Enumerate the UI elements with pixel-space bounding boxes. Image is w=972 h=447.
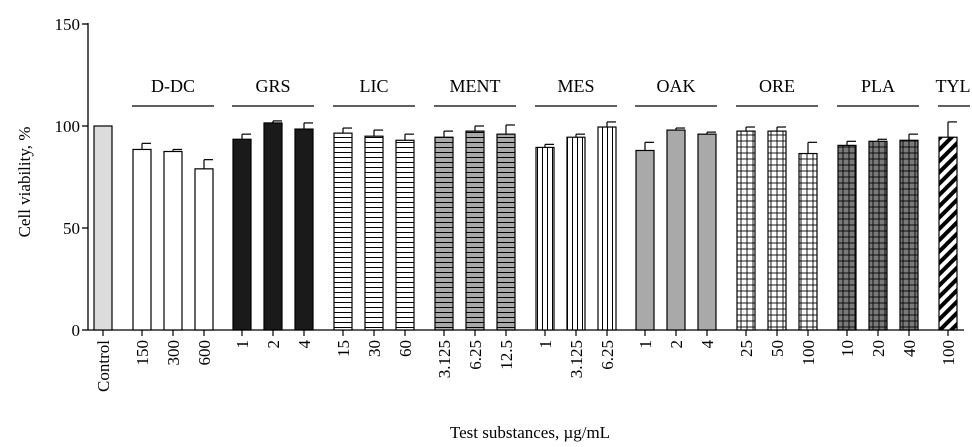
x-tick-label: 600 — [195, 340, 214, 366]
y-tick-label: 150 — [55, 15, 81, 34]
x-tick-label: 6.25 — [466, 340, 485, 370]
group-labels: D-DC GRS LIC MENT MES OAK ORE PLA TYL — [132, 76, 971, 107]
bar — [597, 126, 617, 331]
x-tick-label: 12.5 — [497, 340, 516, 370]
x-tick-label: 10 — [838, 340, 857, 357]
x-tick-label: 4 — [698, 340, 717, 349]
bar — [496, 133, 516, 331]
bar — [333, 132, 353, 331]
bar — [364, 135, 384, 331]
bar — [938, 136, 958, 331]
group-label: TYL — [936, 76, 971, 96]
bar — [798, 152, 818, 331]
bar — [263, 122, 283, 331]
x-tick-label: 1 — [636, 340, 655, 349]
x-tick-label: 150 — [133, 340, 152, 366]
group-label: LIC — [360, 76, 389, 96]
bar — [666, 129, 686, 331]
bars — [93, 120, 958, 331]
y-axis-label: Cell viability, % — [15, 127, 34, 238]
group-label: MES — [557, 76, 594, 96]
x-tick-label: 50 — [768, 340, 787, 357]
y-tick-label: 50 — [63, 219, 80, 238]
x-tick-label: 6.25 — [598, 340, 617, 370]
x-tick-label: 100 — [799, 340, 818, 366]
x-tick-labels: Control 150 300 600 1 2 4 15 30 60 3.125 6.25 12.5 1 3… — [94, 340, 958, 392]
bar — [535, 146, 555, 331]
bar — [232, 138, 252, 331]
x-tick-label: Control — [94, 340, 113, 392]
bar — [194, 168, 214, 331]
x-tick-label: 1 — [536, 340, 555, 349]
bar — [294, 128, 314, 331]
group-label: PLA — [861, 76, 895, 96]
x-axis-label: Test substances, µg/mL — [450, 423, 610, 442]
bar — [736, 130, 756, 331]
group-label: MENT — [450, 76, 501, 96]
x-tick-label: 30 — [365, 340, 384, 357]
bar — [767, 130, 787, 331]
bar — [635, 149, 655, 331]
group-label: ORE — [759, 76, 795, 96]
x-tick-label: 2 — [264, 340, 283, 349]
bar — [837, 144, 857, 331]
x-tick-label: 60 — [396, 340, 415, 357]
x-tick-label: 20 — [869, 340, 888, 357]
bar — [899, 139, 919, 331]
bar — [566, 136, 586, 331]
bar — [395, 139, 415, 331]
bar — [465, 130, 485, 331]
x-tick-label: 300 — [164, 340, 183, 366]
group-label: OAK — [657, 76, 696, 96]
bar — [93, 125, 113, 331]
x-tick-label: 25 — [737, 340, 756, 357]
x-tick-label: 1 — [233, 340, 252, 349]
x-tick-label: 15 — [334, 340, 353, 357]
x-tick-label: 3.125 — [567, 340, 586, 378]
bar — [434, 136, 454, 331]
x-tick-label: 40 — [900, 340, 919, 357]
bar — [697, 133, 717, 331]
y-tick-label: 100 — [55, 117, 81, 136]
group-label: GRS — [255, 76, 290, 96]
x-tick-label: 3.125 — [435, 340, 454, 378]
x-tick-label: 2 — [667, 340, 686, 349]
bar — [163, 150, 183, 331]
bar — [868, 140, 888, 331]
bar — [132, 148, 152, 331]
group-label: D-DC — [151, 76, 195, 96]
y-tick-label: 0 — [72, 321, 81, 340]
x-tick-label: 4 — [295, 340, 314, 349]
x-tick-label: 100 — [939, 340, 958, 366]
